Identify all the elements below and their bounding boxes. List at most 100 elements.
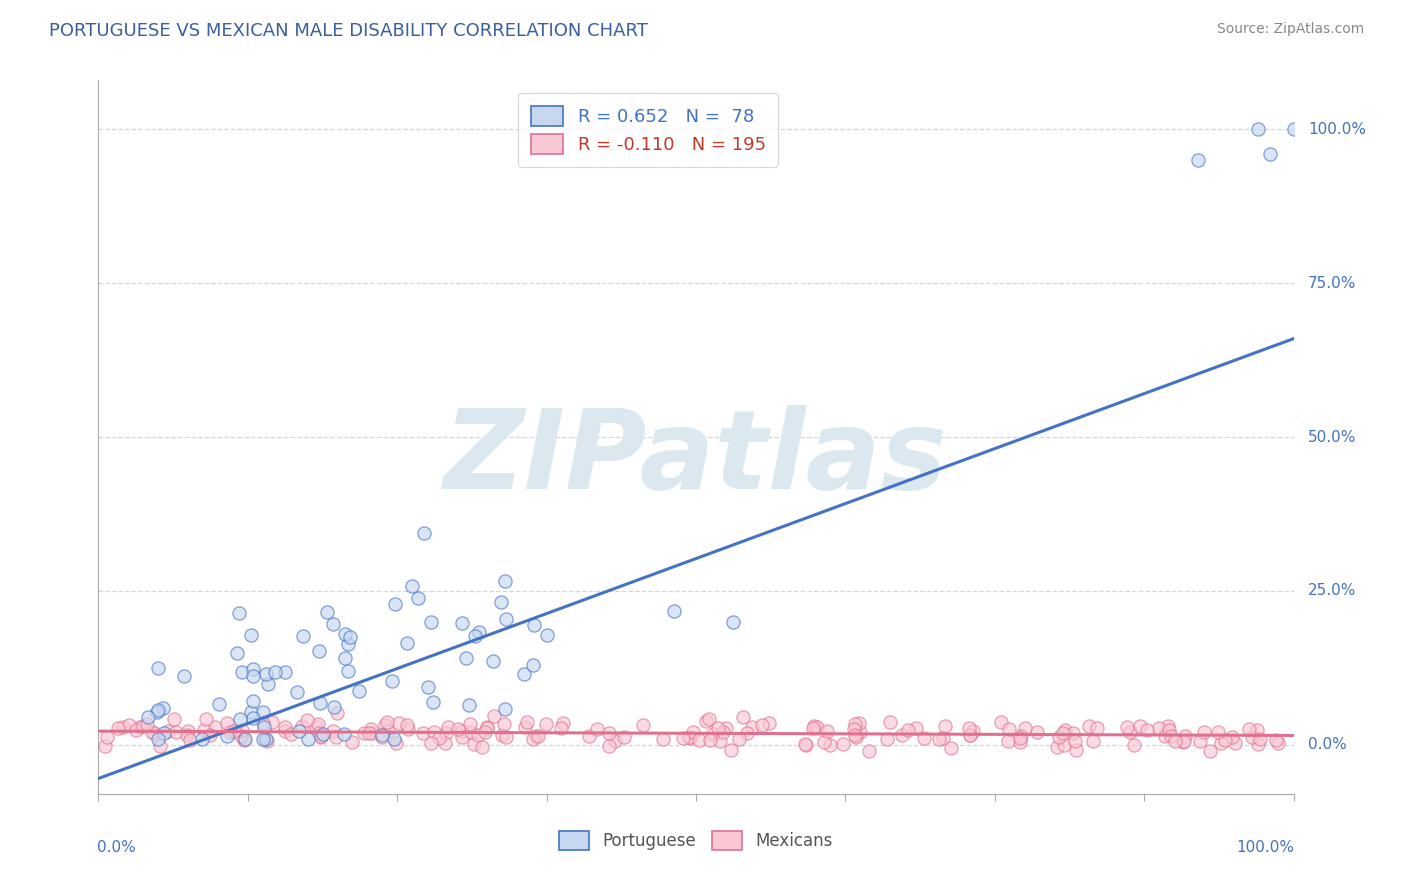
Point [1258,147,1281,161]
Point [219,725,242,739]
Point [551,716,574,731]
Point [796,739,818,753]
Point [371,731,394,745]
Point [598,739,620,753]
Point [233,732,256,747]
Point [959,728,981,742]
Point [252,731,274,746]
Point [274,665,297,680]
Point [1159,723,1181,737]
Point [467,728,489,742]
Point [148,731,170,746]
Point [460,725,482,739]
Point [1046,739,1069,754]
Point [156,724,179,739]
Point [1010,735,1032,749]
Point [359,726,381,740]
Point [451,723,474,738]
Point [522,657,544,672]
Point [495,730,517,744]
Point [381,673,404,688]
Point [1053,739,1076,753]
Point [1237,723,1260,737]
Point [474,725,496,739]
Text: PORTUGUESE VS MEXICAN MALE DISABILITY CORRELATION CHART: PORTUGUESE VS MEXICAN MALE DISABILITY CO… [49,22,648,40]
Point [934,718,956,732]
Point [252,706,274,720]
Point [1062,726,1084,740]
Point [513,720,536,734]
Point [436,720,458,734]
Point [419,615,441,630]
Point [1160,729,1182,743]
Point [179,732,201,747]
Point [818,738,841,752]
Point [1136,723,1159,737]
Point [360,722,382,736]
Point [285,684,308,698]
Point [152,701,174,715]
Point [707,721,730,735]
Point [495,612,517,626]
Point [702,727,724,741]
Point [633,718,655,732]
Point [433,736,456,750]
Point [735,726,758,740]
Point [447,723,470,737]
Point [709,733,731,747]
Point [1129,719,1152,733]
Point [905,721,928,735]
Point [699,732,721,747]
Point [1198,744,1220,758]
Point [217,716,239,731]
Point [204,720,226,734]
Point [957,722,980,736]
Point [1267,736,1289,750]
Point [477,720,499,734]
Point [198,728,221,742]
Point [231,729,253,743]
Point [741,720,763,734]
Point [152,725,174,739]
Point [858,743,880,757]
Point [311,730,333,744]
Point [815,723,838,738]
Point [897,723,920,737]
Point [997,734,1019,748]
Point [195,712,218,726]
Point [1122,738,1144,752]
Point [1282,122,1305,136]
Point [463,737,485,751]
Point [254,667,277,681]
Point [454,650,477,665]
Point [406,591,429,605]
Point [598,726,620,740]
Point [395,718,418,732]
Point [215,729,238,743]
Point [226,646,249,660]
Point [1211,737,1233,751]
Point [280,727,302,741]
Point [751,717,773,731]
Point [471,739,494,754]
Point [422,695,444,709]
Point [550,721,572,735]
Point [849,724,872,739]
Point [295,713,318,727]
Point [323,699,346,714]
Point [990,714,1012,729]
Point [312,727,335,741]
Text: 0.0%: 0.0% [1308,737,1347,752]
Point [727,732,749,747]
Point [131,719,153,733]
Point [420,735,443,749]
Point [1154,729,1177,743]
Point [1047,730,1070,744]
Point [492,717,515,731]
Point [1241,731,1264,745]
Point [335,626,357,640]
Point [176,724,198,739]
Legend: Portuguese, Mexicans: Portuguese, Mexicans [553,824,839,857]
Point [613,730,636,744]
Point [308,726,330,740]
